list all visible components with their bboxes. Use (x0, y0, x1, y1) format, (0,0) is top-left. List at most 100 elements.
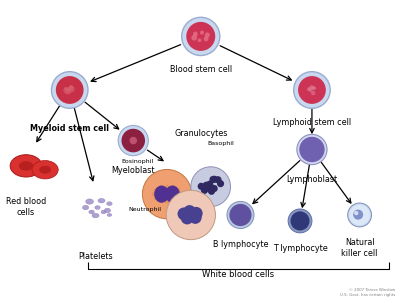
Ellipse shape (153, 188, 157, 192)
Ellipse shape (154, 185, 169, 203)
Ellipse shape (288, 209, 312, 233)
Ellipse shape (299, 137, 325, 162)
Ellipse shape (130, 137, 137, 144)
Text: Granulocytes: Granulocytes (174, 129, 228, 138)
Ellipse shape (158, 199, 162, 203)
Ellipse shape (206, 181, 213, 188)
Ellipse shape (166, 190, 216, 240)
Ellipse shape (142, 170, 192, 219)
Ellipse shape (230, 204, 252, 226)
Ellipse shape (211, 176, 218, 183)
Ellipse shape (98, 198, 105, 203)
Text: Eosinophil: Eosinophil (121, 159, 153, 164)
Ellipse shape (184, 210, 189, 215)
Ellipse shape (201, 187, 208, 194)
Ellipse shape (107, 202, 112, 206)
Ellipse shape (178, 208, 190, 220)
Ellipse shape (354, 211, 358, 215)
Text: Myeloid stem cell: Myeloid stem cell (30, 124, 109, 133)
Ellipse shape (189, 211, 202, 224)
Text: Platelets: Platelets (78, 252, 113, 261)
Ellipse shape (95, 206, 100, 210)
Ellipse shape (165, 185, 180, 203)
Ellipse shape (178, 192, 182, 196)
Ellipse shape (182, 17, 220, 56)
Ellipse shape (177, 196, 181, 200)
Ellipse shape (189, 215, 194, 220)
Text: T lymphocyte: T lymphocyte (273, 245, 328, 254)
Ellipse shape (107, 213, 112, 216)
Ellipse shape (353, 210, 363, 220)
Ellipse shape (172, 186, 176, 190)
Ellipse shape (181, 212, 194, 225)
Ellipse shape (227, 202, 254, 228)
Ellipse shape (311, 86, 315, 89)
Text: © 2007 Terese Winslow
U.S. Govt. has certain rights: © 2007 Terese Winslow U.S. Govt. has cer… (340, 288, 395, 297)
Ellipse shape (217, 180, 224, 187)
Ellipse shape (82, 205, 89, 210)
Ellipse shape (198, 183, 205, 190)
Text: Natural
killer cell: Natural killer cell (342, 239, 378, 258)
Ellipse shape (32, 161, 58, 179)
Ellipse shape (203, 182, 210, 189)
Text: Neutrophil: Neutrophil (129, 207, 162, 211)
Ellipse shape (297, 134, 327, 165)
Ellipse shape (298, 76, 326, 104)
Ellipse shape (65, 89, 71, 94)
Ellipse shape (68, 86, 75, 92)
Ellipse shape (205, 33, 210, 38)
Ellipse shape (165, 184, 169, 189)
Ellipse shape (203, 185, 210, 192)
Ellipse shape (210, 176, 216, 183)
Text: Basophil: Basophil (207, 141, 234, 146)
Ellipse shape (89, 210, 94, 214)
Ellipse shape (56, 76, 84, 104)
Text: Myeloblast: Myeloblast (112, 166, 155, 175)
Ellipse shape (198, 38, 202, 42)
Text: Red blood
cells: Red blood cells (6, 197, 46, 216)
Ellipse shape (165, 200, 169, 204)
Ellipse shape (153, 196, 157, 200)
Ellipse shape (211, 185, 218, 192)
Ellipse shape (158, 186, 162, 190)
Ellipse shape (122, 129, 145, 152)
Ellipse shape (177, 188, 181, 192)
Ellipse shape (92, 213, 99, 218)
Ellipse shape (204, 36, 208, 41)
Ellipse shape (348, 203, 372, 227)
Ellipse shape (104, 208, 111, 213)
Ellipse shape (68, 86, 74, 91)
Ellipse shape (307, 87, 311, 91)
Text: Blood stem cell: Blood stem cell (170, 65, 232, 74)
Ellipse shape (70, 85, 73, 89)
Ellipse shape (101, 210, 106, 214)
Ellipse shape (294, 72, 330, 108)
Ellipse shape (349, 205, 370, 225)
Ellipse shape (206, 181, 213, 188)
Ellipse shape (190, 207, 203, 220)
Ellipse shape (309, 85, 314, 90)
Ellipse shape (208, 188, 215, 195)
Text: B lymphocyte: B lymphocyte (213, 240, 268, 249)
Ellipse shape (39, 166, 51, 174)
Ellipse shape (118, 126, 148, 156)
Ellipse shape (193, 32, 198, 36)
Ellipse shape (313, 87, 316, 90)
Ellipse shape (86, 199, 94, 204)
Text: White blood cells: White blood cells (202, 270, 274, 279)
Ellipse shape (67, 87, 71, 91)
Ellipse shape (200, 30, 204, 35)
Ellipse shape (186, 22, 215, 51)
Text: Lymphoblast: Lymphoblast (286, 175, 338, 184)
Ellipse shape (290, 211, 310, 231)
Ellipse shape (64, 87, 67, 90)
Ellipse shape (63, 87, 70, 94)
Ellipse shape (191, 35, 197, 41)
Ellipse shape (52, 72, 88, 108)
Ellipse shape (214, 176, 222, 183)
Ellipse shape (19, 161, 33, 171)
Ellipse shape (193, 213, 198, 218)
Ellipse shape (311, 91, 315, 95)
Ellipse shape (206, 181, 213, 189)
Ellipse shape (183, 205, 196, 218)
